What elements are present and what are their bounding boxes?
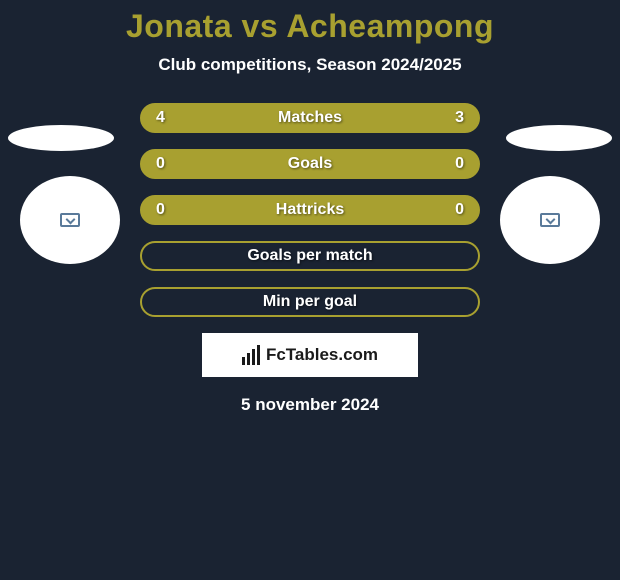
stat-right-value: 0: [444, 201, 464, 219]
stat-label: Matches: [278, 109, 342, 127]
stat-left-value: 0: [156, 201, 176, 219]
stat-row-goals: 0 Goals 0: [140, 149, 480, 179]
stat-row-goals-per-match: Goals per match: [140, 241, 480, 271]
stat-row-hattricks: 0 Hattricks 0: [140, 195, 480, 225]
stats-area: 4 Matches 3 0 Goals 0 0 Hattricks 0 Goal…: [0, 103, 620, 317]
stat-right-value: 0: [444, 155, 464, 173]
page-title: Jonata vs Acheampong: [0, 8, 620, 45]
subtitle: Club competitions, Season 2024/2025: [0, 55, 620, 75]
fctables-logo[interactable]: FcTables.com: [202, 333, 418, 377]
stat-left-value: 0: [156, 155, 176, 173]
stat-right-value: 3: [444, 109, 464, 127]
stat-row-matches: 4 Matches 3: [140, 103, 480, 133]
main-container: Jonata vs Acheampong Club competitions, …: [0, 0, 620, 415]
stat-label: Hattricks: [276, 201, 344, 219]
stat-label: Goals per match: [247, 247, 372, 265]
stat-label: Min per goal: [263, 293, 357, 311]
logo-bars-icon: [242, 345, 260, 365]
stat-left-value: 4: [156, 109, 176, 127]
logo-text: FcTables.com: [266, 345, 378, 365]
stat-row-min-per-goal: Min per goal: [140, 287, 480, 317]
date-label: 5 november 2024: [0, 395, 620, 415]
stat-label: Goals: [288, 155, 332, 173]
